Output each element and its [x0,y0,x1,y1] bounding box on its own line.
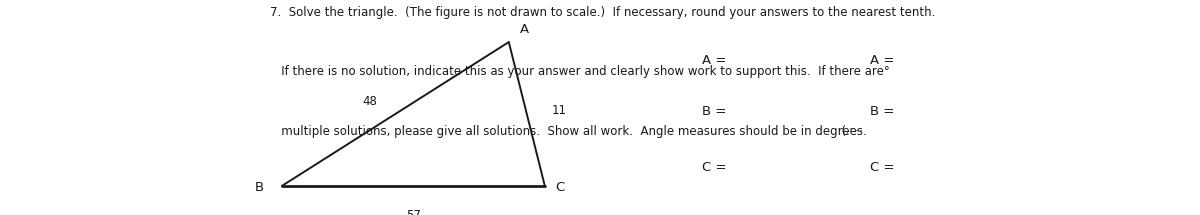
Text: B: B [254,181,264,194]
Text: A =: A = [870,54,894,67]
Text: B =: B = [870,105,894,118]
Text: 48: 48 [362,95,378,108]
Text: A: A [520,23,529,36]
Text: C =: C = [702,161,726,174]
Text: If there is no solution, indicate this as your answer and clearly show work to s: If there is no solution, indicate this a… [270,64,889,77]
Text: B =: B = [702,105,726,118]
Text: C =: C = [870,161,894,174]
Text: (ᵣ⁻··: (ᵣ⁻·· [834,125,863,138]
Text: A =: A = [702,54,726,67]
Text: 7.  Solve the triangle.  (The figure is not drawn to scale.)  If necessary, roun: 7. Solve the triangle. (The figure is no… [270,6,935,19]
Text: 57: 57 [406,209,421,215]
Text: C: C [556,181,565,194]
Text: multiple solutions, please give all solutions.  Show all work.  Angle measures s: multiple solutions, please give all solu… [270,125,866,138]
Text: 11: 11 [552,104,568,117]
